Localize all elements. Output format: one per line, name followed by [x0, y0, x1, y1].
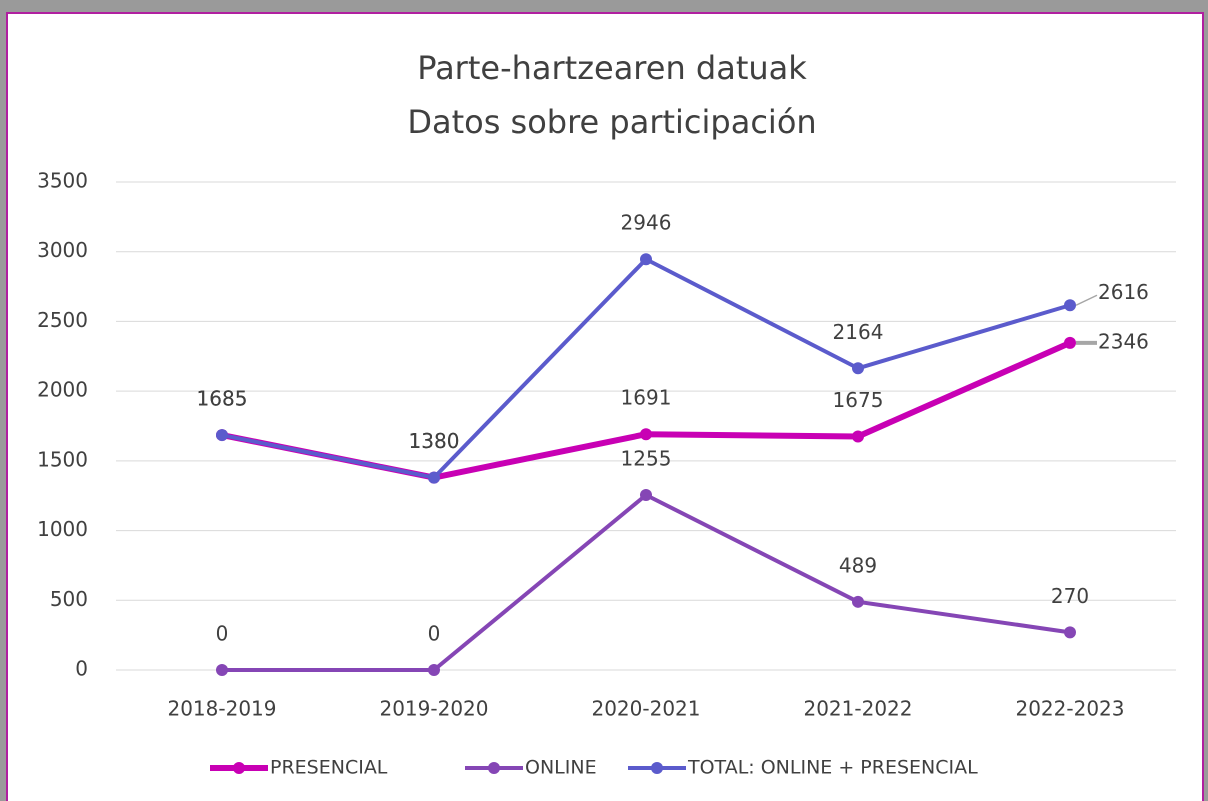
x-tick-label: 2020-2021: [591, 697, 700, 721]
y-tick-label: 3500: [37, 169, 88, 193]
data-label: 270: [1051, 584, 1089, 608]
data-label: 2616: [1098, 280, 1149, 304]
legend-marker: [233, 762, 245, 774]
data-point: [852, 430, 864, 443]
y-tick-label: 2000: [37, 378, 88, 402]
y-tick-label: 2500: [37, 308, 88, 332]
data-point: [1064, 299, 1076, 312]
data-point: [1064, 626, 1076, 639]
data-label: 1685: [197, 387, 248, 411]
data-label: 2946: [621, 211, 672, 235]
y-tick-label: 0: [75, 657, 88, 681]
x-tick-label: 2022-2023: [1015, 697, 1124, 721]
data-label: 1380: [409, 429, 460, 453]
data-point: [640, 253, 652, 266]
data-point: [216, 664, 228, 676]
legend-marker: [651, 762, 663, 774]
data-label: 1691: [621, 386, 672, 410]
data-point: [852, 595, 864, 608]
leader-line: [1075, 294, 1098, 306]
data-label: 1255: [621, 447, 672, 471]
x-tick-label: 2019-2020: [379, 697, 488, 721]
data-label: 1380: [409, 429, 460, 453]
x-tick-label: 2018-2019: [167, 697, 276, 721]
data-point: [640, 428, 652, 441]
data-label: 1675: [833, 388, 884, 412]
y-tick-label: 3000: [37, 238, 88, 262]
data-point: [216, 429, 228, 442]
data-label: 489: [839, 553, 877, 577]
data-label: 2164: [833, 320, 884, 344]
data-point: [852, 362, 864, 375]
chart-subtitle: Datos sobre participación: [407, 103, 816, 141]
data-point: [640, 489, 652, 502]
y-tick-label: 500: [50, 587, 88, 611]
y-tick-label: 1000: [37, 517, 88, 541]
legend-label: PRESENCIAL: [270, 757, 388, 779]
legend-label: ONLINE: [525, 757, 597, 779]
data-label: 1685: [197, 387, 248, 411]
data-label: 0: [216, 622, 229, 646]
data-point: [1064, 336, 1076, 349]
y-tick-label: 1500: [37, 447, 88, 471]
x-tick-label: 2021-2022: [803, 697, 912, 721]
legend-marker: [488, 762, 500, 774]
data-point: [428, 471, 440, 484]
data-label: 2346: [1098, 329, 1149, 353]
legend-label: TOTAL: ONLINE + PRESENCIAL: [687, 757, 978, 779]
chart-title: Parte-hartzearen datuak: [417, 49, 807, 87]
data-point: [428, 664, 440, 676]
data-label: 0: [428, 622, 441, 646]
